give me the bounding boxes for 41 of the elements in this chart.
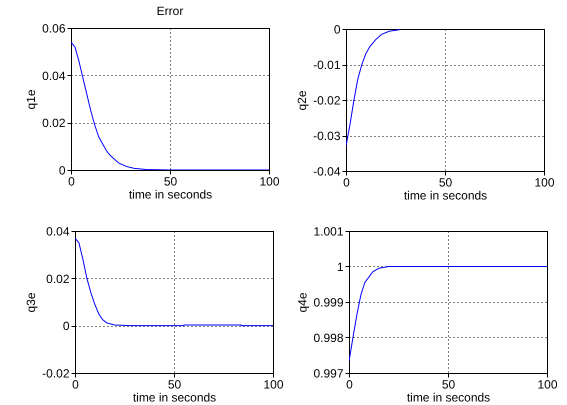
x-axis-title: time in seconds [406,390,490,404]
x-tick-label: 50 [168,378,182,392]
y-axis-title: q4e [295,292,310,313]
x-axis-title: time in seconds [132,390,216,404]
y-tick-label: 0.04 [46,224,70,238]
y-tick-label: 0.998 [313,331,344,345]
x-tick-label: 100 [263,378,284,392]
x-tick-label: 50 [164,174,178,188]
y-tick-label: 0.02 [46,272,70,286]
y-axis-title: q2e [295,90,310,111]
y-tick-label: 0 [334,22,341,36]
chart-title: Error [156,4,184,18]
x-tick-label: 50 [438,176,452,190]
x-axis-title: time in seconds [404,188,488,202]
x-tick-label: 100 [534,176,555,190]
y-tick-label: -0.01 [313,58,341,72]
y-tick-label: -0.02 [42,366,70,380]
x-tick-label: 100 [537,378,558,392]
x-axis-title: time in seconds [128,188,212,202]
y-tick-label: -0.03 [313,129,341,143]
line-series [71,42,269,170]
line-series [349,266,547,362]
y-tick-label: 0.06 [42,22,66,36]
x-tick-label: 100 [259,174,280,188]
y-axis-title: q1e [24,89,38,110]
y-tick-label: 0.999 [313,296,344,310]
x-tick-label: 0 [72,378,80,392]
line-series [346,29,400,147]
y-tick-label: 0.02 [42,116,66,130]
y-tick-label: 0.04 [42,68,66,83]
y-tick-label: -0.02 [313,94,341,108]
x-tick-label: 0 [346,378,354,392]
y-tick-label: 1 [336,260,344,274]
y-tick-label: 0 [62,319,70,334]
line-series [75,238,273,326]
y-tick-label: 1.001 [313,224,344,238]
y-tick-label: -0.04 [313,164,341,178]
x-tick-label: 50 [442,378,456,392]
y-axis-title: q3e [24,292,38,313]
y-tick-label: 0 [58,164,66,178]
y-tick-label: 0.997 [313,366,344,380]
